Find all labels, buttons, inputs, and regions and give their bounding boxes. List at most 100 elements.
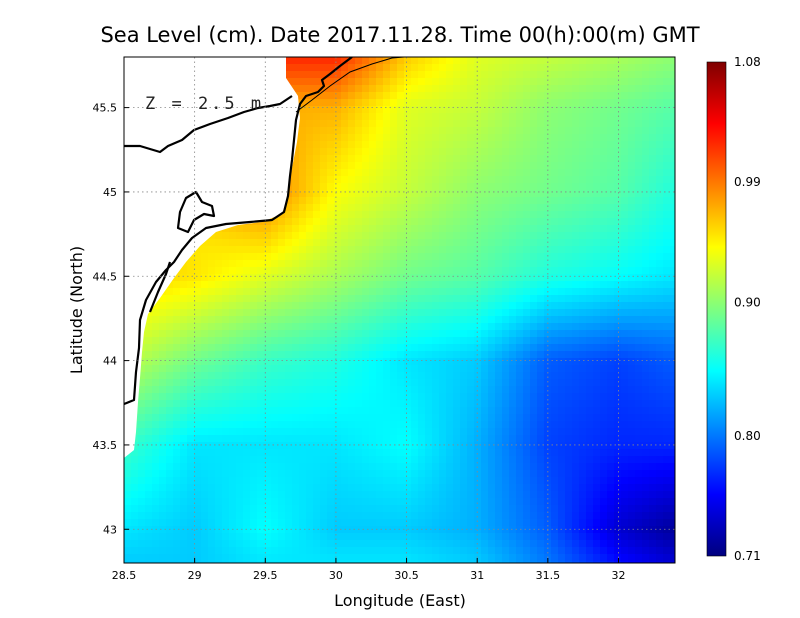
field-cell	[572, 309, 580, 317]
field-cell	[334, 344, 342, 352]
field-cell	[628, 169, 636, 177]
field-cell	[656, 491, 664, 499]
field-cell	[663, 372, 671, 380]
field-cell	[271, 379, 279, 387]
field-cell	[572, 407, 580, 415]
field-cell	[628, 421, 636, 429]
field-cell	[642, 281, 650, 289]
field-cell	[348, 155, 356, 163]
field-cell	[334, 92, 342, 100]
field-cell	[397, 337, 405, 345]
field-cell	[656, 99, 664, 107]
field-cell	[579, 85, 587, 93]
field-cell	[614, 246, 622, 254]
field-cell	[404, 372, 412, 380]
field-cell	[649, 463, 657, 471]
field-cell	[649, 106, 657, 114]
field-cell	[628, 428, 636, 436]
field-cell	[579, 337, 587, 345]
field-cell	[586, 302, 594, 310]
field-cell	[404, 463, 412, 471]
field-cell	[523, 92, 531, 100]
field-cell	[467, 484, 475, 492]
field-cell	[292, 64, 300, 72]
field-cell	[180, 421, 188, 429]
field-cell	[306, 428, 314, 436]
field-cell	[439, 197, 447, 205]
field-cell	[383, 120, 391, 128]
field-cell	[285, 302, 293, 310]
field-cell	[495, 260, 503, 268]
field-cell	[523, 218, 531, 226]
field-cell	[432, 155, 440, 163]
field-cell	[635, 190, 643, 198]
field-cell	[348, 477, 356, 485]
field-cell	[327, 169, 335, 177]
field-cell	[348, 463, 356, 471]
field-cell	[607, 330, 615, 338]
field-cell	[614, 148, 622, 156]
field-cell	[173, 470, 181, 478]
field-cell	[551, 470, 559, 478]
field-cell	[376, 183, 384, 191]
field-cell	[488, 491, 496, 499]
field-cell	[397, 267, 405, 275]
field-cell	[271, 442, 279, 450]
field-cell	[250, 281, 258, 289]
field-cell	[523, 127, 531, 135]
field-cell	[292, 267, 300, 275]
field-cell	[257, 428, 265, 436]
field-cell	[292, 204, 300, 212]
field-cell	[635, 491, 643, 499]
field-cell	[397, 57, 405, 65]
field-cell	[670, 316, 675, 324]
field-cell	[292, 330, 300, 338]
field-cell	[481, 442, 489, 450]
field-cell	[579, 428, 587, 436]
field-cell	[299, 428, 307, 436]
field-cell	[565, 442, 573, 450]
field-cell	[180, 470, 188, 478]
field-cell	[642, 106, 650, 114]
field-cell	[131, 442, 139, 450]
field-cell	[649, 421, 657, 429]
field-cell	[138, 435, 146, 443]
field-cell	[348, 344, 356, 352]
field-cell	[523, 372, 531, 380]
field-cell	[341, 323, 349, 331]
field-cell	[341, 99, 349, 107]
field-cell	[320, 421, 328, 429]
field-cell	[565, 106, 573, 114]
field-cell	[201, 330, 209, 338]
field-cell	[404, 183, 412, 191]
field-cell	[670, 169, 675, 177]
field-cell	[656, 155, 664, 163]
field-cell	[614, 421, 622, 429]
field-cell	[180, 365, 188, 373]
field-cell	[537, 309, 545, 317]
field-cell	[292, 288, 300, 296]
field-cell	[313, 393, 321, 401]
field-cell	[257, 337, 265, 345]
field-cell	[341, 148, 349, 156]
field-cell	[488, 456, 496, 464]
field-cell	[572, 134, 580, 142]
field-cell	[488, 232, 496, 240]
field-cell	[663, 407, 671, 415]
field-cell	[292, 379, 300, 387]
field-cell	[222, 302, 230, 310]
field-cell	[173, 407, 181, 415]
field-cell	[586, 372, 594, 380]
field-cell	[215, 491, 223, 499]
field-cell	[453, 92, 461, 100]
field-cell	[180, 302, 188, 310]
field-cell	[572, 421, 580, 429]
field-cell	[348, 253, 356, 261]
field-cell	[628, 400, 636, 408]
field-cell	[656, 71, 664, 79]
field-cell	[509, 176, 517, 184]
field-cell	[446, 288, 454, 296]
field-cell	[551, 463, 559, 471]
field-cell	[502, 316, 510, 324]
field-cell	[327, 274, 335, 282]
